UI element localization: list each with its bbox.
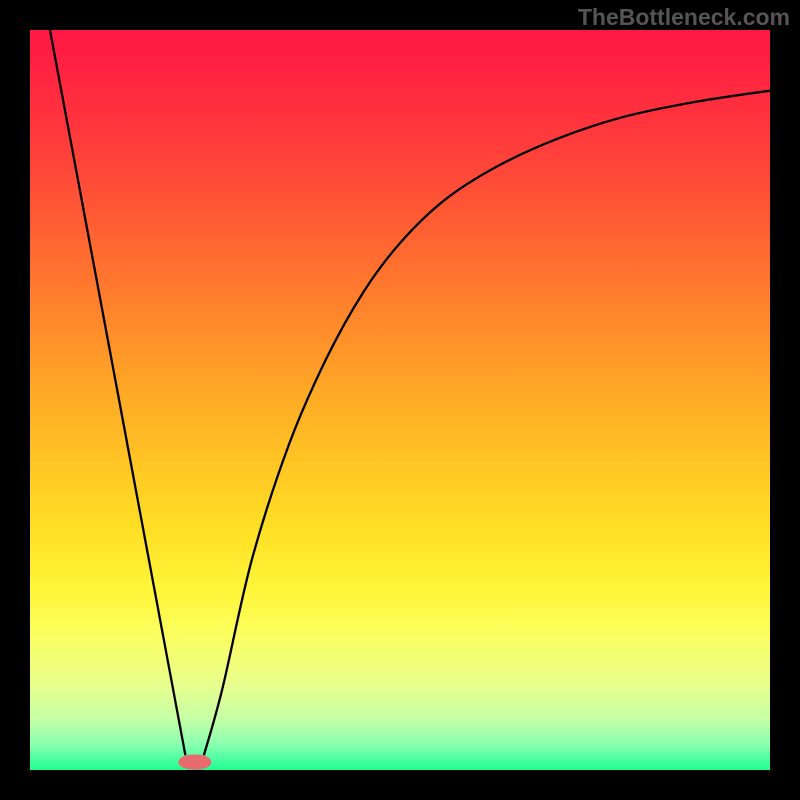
chart-frame: TheBottleneck.com bbox=[0, 0, 800, 800]
watermark-text: TheBottleneck.com bbox=[578, 4, 790, 31]
valley-marker bbox=[178, 754, 211, 769]
bottleneck-curve bbox=[30, 30, 770, 770]
curve-left-branch bbox=[50, 30, 185, 755]
curve-right-branch bbox=[204, 91, 770, 756]
plot-area bbox=[30, 30, 770, 770]
